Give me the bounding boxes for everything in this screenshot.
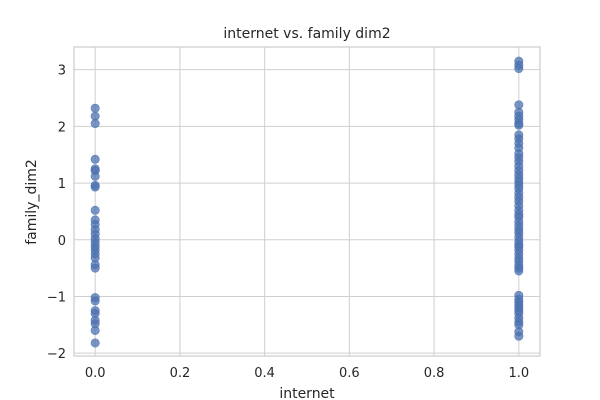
scatter-point bbox=[90, 325, 100, 335]
y-tick-label: 3 bbox=[58, 64, 66, 79]
y-axis-ticks: −2 −1 0 1 2 3 bbox=[47, 64, 66, 362]
y-tick-label: 0 bbox=[58, 234, 66, 249]
y-tick-label: −2 bbox=[47, 347, 66, 362]
x-tick-label: 1.0 bbox=[508, 366, 529, 381]
x-tick-label: 0.2 bbox=[170, 366, 191, 381]
scatter-point bbox=[90, 338, 100, 348]
scatter-point bbox=[90, 171, 100, 181]
plot-area bbox=[73, 46, 541, 357]
y-axis-label: family_dim2 bbox=[24, 159, 40, 245]
chart-title: internet vs. family dim2 bbox=[223, 26, 390, 42]
scatter-point bbox=[90, 103, 100, 113]
x-tick-label: 0.4 bbox=[254, 366, 275, 381]
scatter-point bbox=[90, 182, 100, 192]
scatter-point bbox=[514, 266, 524, 276]
scatter-point bbox=[514, 120, 524, 130]
scatter-point bbox=[90, 119, 100, 129]
scatter-point bbox=[90, 263, 100, 273]
x-tick-label: 0.0 bbox=[85, 366, 106, 381]
scatter-point bbox=[514, 64, 524, 74]
scatter-point bbox=[90, 296, 100, 306]
x-axis-ticks: 0.0 0.2 0.4 0.6 0.8 1.0 bbox=[85, 366, 529, 381]
scatter-point bbox=[514, 331, 524, 341]
data-points bbox=[90, 56, 524, 348]
y-tick-label: 1 bbox=[58, 177, 66, 192]
y-tick-label: −1 bbox=[47, 290, 66, 305]
y-tick-label: 2 bbox=[58, 120, 66, 135]
scatter-point bbox=[90, 154, 100, 164]
x-axis-label: internet bbox=[279, 386, 335, 400]
x-tick-label: 0.6 bbox=[339, 366, 360, 381]
x-tick-label: 0.8 bbox=[424, 366, 445, 381]
scatter-point bbox=[90, 205, 100, 215]
